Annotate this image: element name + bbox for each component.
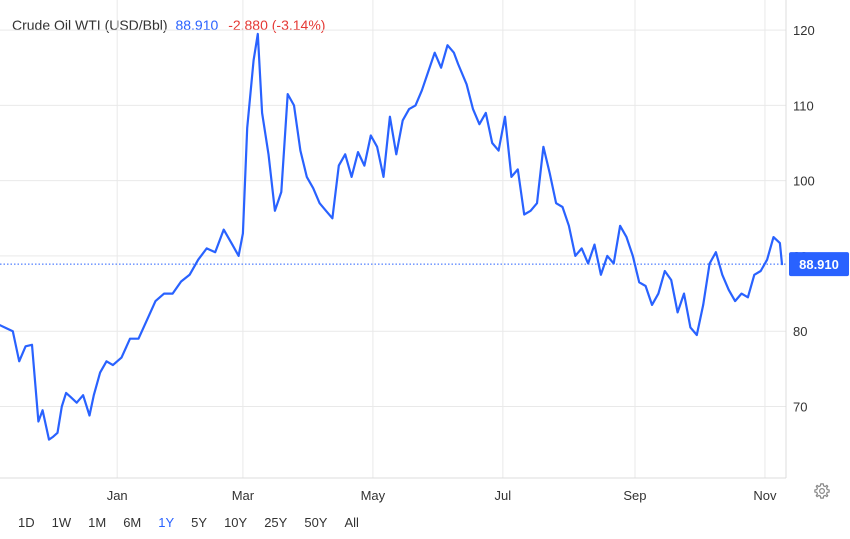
x-axis: Jan Mar May Jul Sep Nov <box>107 488 777 503</box>
x-tick-label: May <box>361 488 386 503</box>
instrument-name: Crude Oil WTI (USD/Bbl) <box>12 17 168 33</box>
last-price: 88.910 <box>175 17 219 33</box>
plot-area <box>0 32 784 441</box>
chart-header: Crude Oil WTI (USD/Bbl) 88.910 -2.880 (-… <box>12 17 325 33</box>
range-selector: 1D 1W 1M 6M 1Y 5Y 10Y 25Y 50Y All <box>18 515 376 530</box>
x-tick-label: Mar <box>232 488 255 503</box>
gear-icon[interactable] <box>813 482 831 500</box>
range-button-6m[interactable]: 6M <box>123 515 142 530</box>
range-button-1d[interactable]: 1D <box>18 515 35 530</box>
range-button-1m[interactable]: 1M <box>88 515 107 530</box>
y-axis: 708090100110120 <box>793 23 815 414</box>
range-button-1w[interactable]: 1W <box>51 515 72 530</box>
y-tick-label: 100 <box>793 174 815 189</box>
x-tick-label: Nov <box>753 488 777 503</box>
last-value-marker: 88.910 <box>0 252 849 277</box>
range-button-10y[interactable]: 10Y <box>224 515 248 530</box>
last-value-badge <box>789 252 849 277</box>
y-tick-label: 120 <box>793 23 815 38</box>
range-button-25y[interactable]: 25Y <box>264 515 288 530</box>
range-button-5y[interactable]: 5Y <box>191 515 208 530</box>
last-value-label: 88.910 <box>799 257 839 272</box>
x-tick-label: Jul <box>495 488 512 503</box>
y-tick-label: 110 <box>793 98 814 113</box>
x-tick-label: Jan <box>107 488 128 503</box>
price-change: -2.880 (-3.14%) <box>228 17 326 33</box>
range-button-50y[interactable]: 50Y <box>304 515 328 530</box>
x-tick-label: Sep <box>623 488 646 503</box>
y-tick-label: 80 <box>793 324 807 339</box>
range-button-1y[interactable]: 1Y <box>158 515 175 530</box>
range-button-all[interactable]: All <box>344 515 359 530</box>
price-series-line <box>0 32 784 441</box>
y-tick-label: 70 <box>793 399 807 414</box>
chart-grid <box>0 0 787 479</box>
